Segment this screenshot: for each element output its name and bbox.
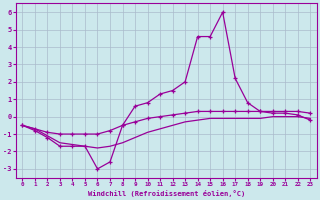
X-axis label: Windchill (Refroidissement éolien,°C): Windchill (Refroidissement éolien,°C) bbox=[88, 190, 245, 197]
